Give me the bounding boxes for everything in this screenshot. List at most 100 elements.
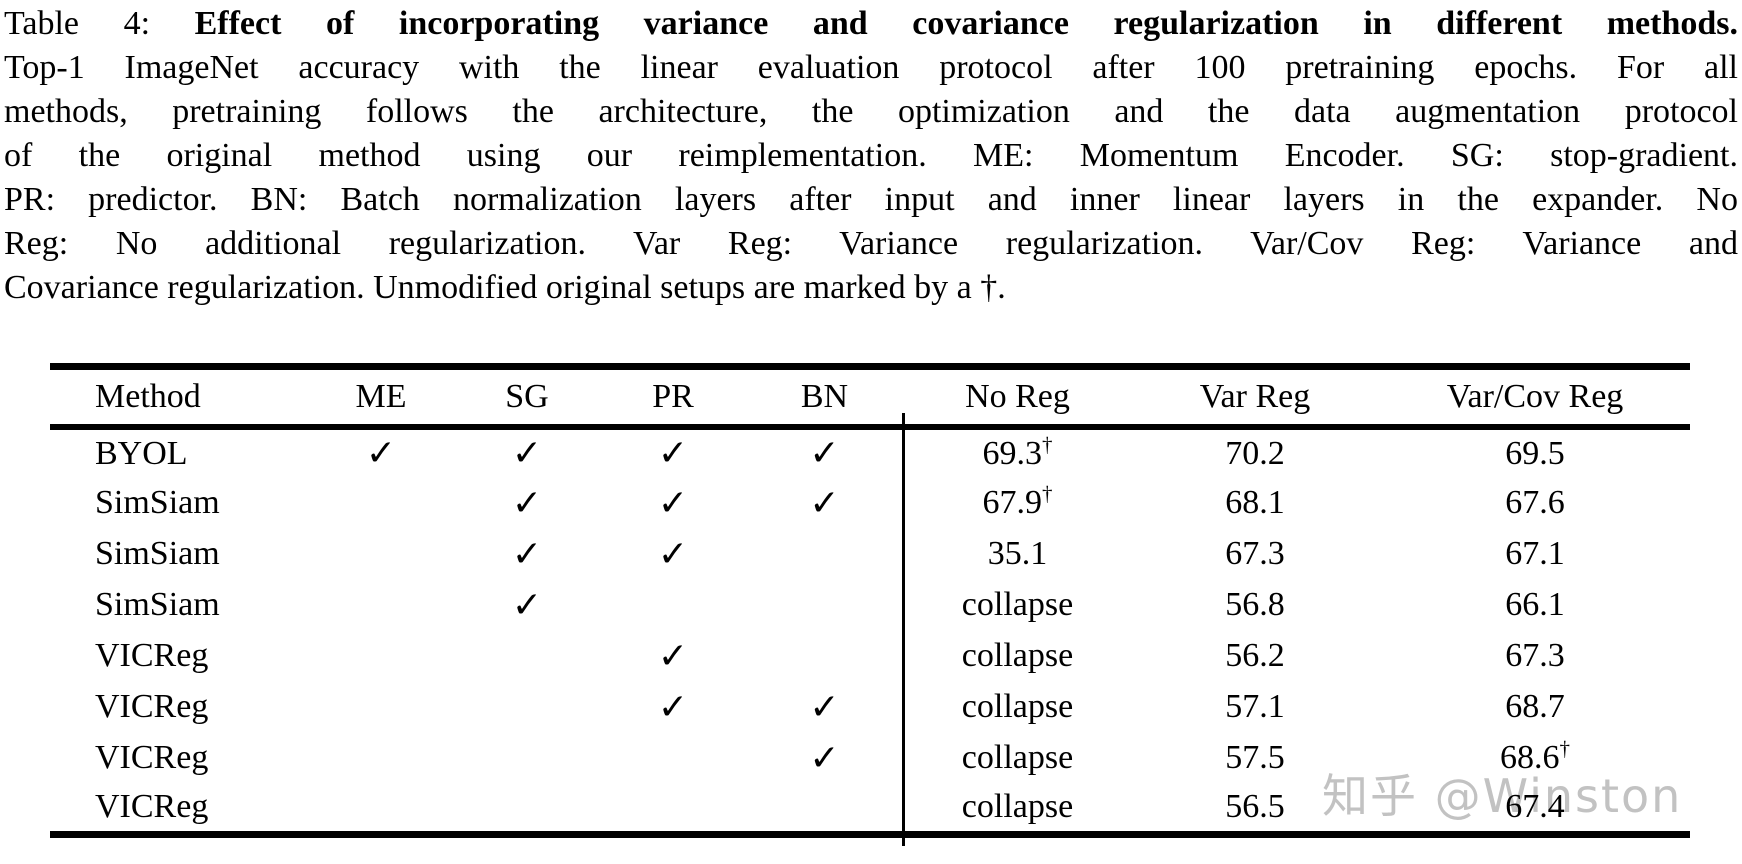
no-reg-cell: 67.9† bbox=[905, 478, 1130, 529]
header-method: Method bbox=[95, 377, 201, 415]
caption-line-7: Covariance regularization. Unmodified or… bbox=[4, 269, 1006, 306]
sg-check-cell: ✓ bbox=[511, 584, 543, 626]
caption-label: Table 4: bbox=[4, 5, 195, 42]
method-cell: SimSiam bbox=[95, 586, 220, 623]
table-row: SimSiam ✓ collapse 56.8 66.1 bbox=[50, 580, 1690, 631]
table-row: VICReg ✓ collapse 56.2 67.3 bbox=[50, 631, 1690, 682]
header-pr: PR bbox=[652, 377, 694, 415]
pr-check-cell: ✓ bbox=[657, 433, 689, 474]
var-reg-cell: 67.3 bbox=[1225, 535, 1285, 572]
caption-line-2: Top-1 ImageNet accuracy with the linear … bbox=[4, 49, 1738, 86]
caption-line-6: Reg: No additional regularization. Var R… bbox=[4, 225, 1738, 262]
me-check-cell: ✓ bbox=[365, 433, 397, 474]
cell-value: collapse bbox=[961, 688, 1074, 725]
no-reg-cell: collapse bbox=[905, 682, 1130, 733]
table-header-row: Method ME SG PR BN No Reg Var Reg Var/Co… bbox=[50, 367, 1690, 427]
watermark: 知乎 @Winston bbox=[1322, 769, 1683, 823]
sg-check-cell bbox=[452, 631, 602, 682]
me-check-cell bbox=[310, 580, 452, 631]
table-caption: Table 4: Effect of incorporating varianc… bbox=[4, 2, 1738, 310]
var-reg-cell: 56.8 bbox=[1225, 586, 1285, 623]
cell-value: 35.1 bbox=[987, 535, 1048, 572]
dagger-mark: † bbox=[1042, 481, 1053, 506]
cell-value: 67.4 bbox=[1505, 788, 1565, 826]
method-cell: BYOL bbox=[95, 434, 188, 472]
sg-check-cell: ✓ bbox=[511, 482, 543, 524]
dagger-mark: † bbox=[1042, 432, 1053, 457]
no-reg-cell: collapse bbox=[905, 733, 1130, 784]
cell-value: collapse bbox=[961, 586, 1074, 623]
bn-check-cell bbox=[744, 529, 905, 580]
var-reg-cell: 56.5 bbox=[1225, 788, 1285, 826]
cell-value: 68.6 bbox=[1500, 739, 1560, 776]
table-row: SimSiam ✓ ✓ 35.1 67.3 67.1 bbox=[50, 529, 1690, 580]
cell-value: 69.3 bbox=[982, 434, 1043, 472]
me-check-cell bbox=[310, 682, 452, 733]
table-row: VICReg ✓ ✓ collapse 57.1 68.7 bbox=[50, 682, 1690, 733]
me-check-cell bbox=[310, 733, 452, 784]
sg-check-cell bbox=[452, 682, 602, 733]
caption-line-5: PR: predictor. BN: Batch normalization l… bbox=[4, 181, 1738, 218]
method-cell: VICReg bbox=[95, 788, 209, 826]
var-cov-reg-cell: 69.5 bbox=[1380, 427, 1690, 478]
caption-title: Effect of incorporating variance and cov… bbox=[194, 5, 1738, 42]
me-check-cell bbox=[310, 631, 452, 682]
table-row: BYOL ✓ ✓ ✓ ✓ 69.3† 70.2 69.5 bbox=[50, 427, 1690, 478]
pr-check-cell bbox=[602, 784, 744, 835]
caption-line-1: Table 4: Effect of incorporating varianc… bbox=[4, 2, 1738, 46]
var-cov-reg-cell: 68.7 bbox=[1380, 682, 1690, 733]
header-var-cov-reg: Var/Cov Reg bbox=[1446, 377, 1624, 415]
header-var-reg: Var Reg bbox=[1199, 377, 1311, 415]
bn-check-cell: ✓ bbox=[809, 737, 840, 779]
table-row: VICReg ✓ collapse 57.5 68.6† bbox=[50, 733, 1690, 784]
var-cov-reg-cell: 67.4 bbox=[1380, 784, 1690, 835]
no-reg-cell: 69.3† bbox=[905, 427, 1130, 478]
sg-check-cell bbox=[452, 733, 602, 784]
column-divider-rule bbox=[902, 413, 905, 846]
method-cell: SimSiam bbox=[95, 484, 220, 521]
header-sg: SG bbox=[505, 377, 549, 415]
pr-check-cell bbox=[602, 733, 744, 784]
bn-check-cell bbox=[744, 631, 905, 682]
pr-check-cell: ✓ bbox=[657, 635, 689, 677]
method-cell: VICReg bbox=[95, 739, 209, 776]
bn-check-cell bbox=[744, 784, 905, 835]
cell-value: collapse bbox=[961, 788, 1074, 826]
header-bn: BN bbox=[800, 377, 849, 415]
var-reg-cell: 56.2 bbox=[1225, 637, 1285, 674]
pr-check-cell: ✓ bbox=[657, 686, 689, 728]
no-reg-cell: collapse bbox=[905, 580, 1130, 631]
cell-value: 67.6 bbox=[1505, 484, 1565, 521]
sg-check-cell bbox=[452, 784, 602, 835]
cell-value: 69.5 bbox=[1505, 434, 1565, 472]
var-reg-cell: 57.1 bbox=[1225, 688, 1285, 725]
cell-value: 67.1 bbox=[1505, 535, 1565, 572]
sg-check-cell: ✓ bbox=[511, 433, 543, 474]
cell-value: 68.7 bbox=[1505, 688, 1565, 725]
pr-check-cell bbox=[602, 580, 744, 631]
var-cov-reg-cell: 67.3 bbox=[1380, 631, 1690, 682]
var-cov-reg-cell: 68.6† bbox=[1380, 733, 1690, 784]
var-reg-cell: 57.5 bbox=[1225, 739, 1285, 776]
bn-check-cell: ✓ bbox=[809, 482, 840, 524]
me-check-cell bbox=[310, 529, 452, 580]
pr-check-cell: ✓ bbox=[657, 482, 689, 524]
cell-value: collapse bbox=[961, 637, 1074, 674]
table-row: VICReg collapse 56.5 67.4 bbox=[50, 784, 1690, 835]
sg-check-cell: ✓ bbox=[511, 533, 543, 575]
var-reg-cell: 70.2 bbox=[1225, 434, 1285, 472]
me-check-cell bbox=[310, 478, 452, 529]
bn-check-cell: ✓ bbox=[809, 686, 840, 728]
bn-check-cell: ✓ bbox=[809, 433, 840, 474]
dagger-mark: † bbox=[1559, 736, 1571, 761]
results-table: Method ME SG PR BN No Reg Var Reg Var/Co… bbox=[50, 363, 1690, 838]
pr-check-cell: ✓ bbox=[657, 533, 689, 575]
cell-value: 67.3 bbox=[1505, 637, 1565, 674]
var-cov-reg-cell: 67.1 bbox=[1380, 529, 1690, 580]
no-reg-cell: collapse bbox=[905, 631, 1130, 682]
method-cell: SimSiam bbox=[95, 535, 220, 572]
cell-value: 66.1 bbox=[1505, 586, 1565, 623]
header-no-reg: No Reg bbox=[965, 377, 1070, 415]
var-cov-reg-cell: 67.6 bbox=[1380, 478, 1690, 529]
